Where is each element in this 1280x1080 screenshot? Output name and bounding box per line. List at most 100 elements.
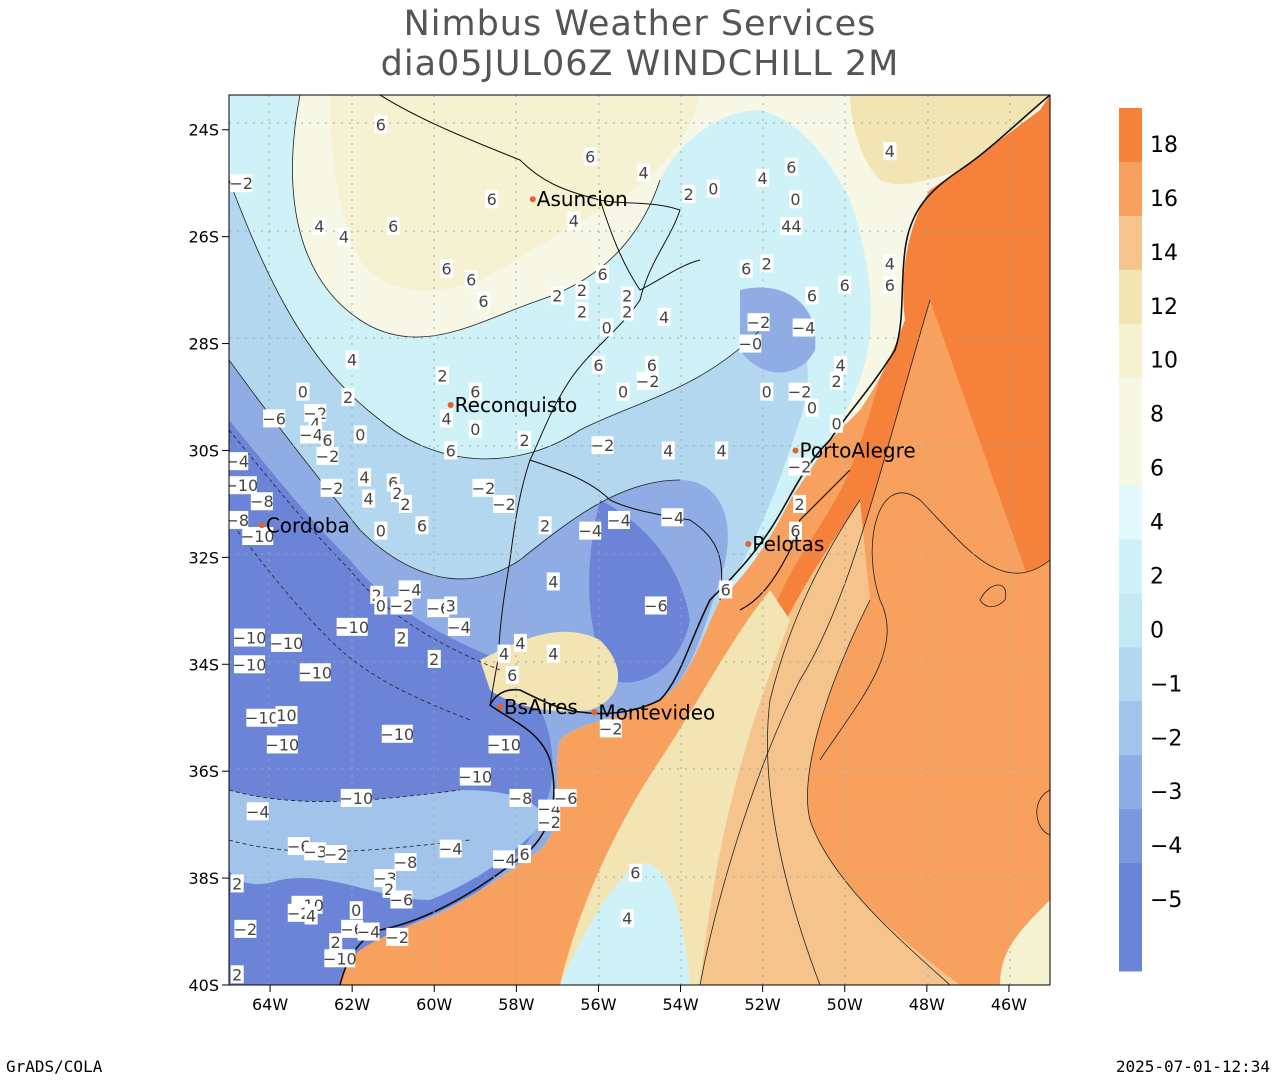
lon-label: 54W xyxy=(662,995,698,1014)
contour-label: −10 xyxy=(270,634,304,653)
contour-label: −2 xyxy=(234,920,258,939)
contour-label: 2 xyxy=(372,586,382,605)
contour-label-bg xyxy=(830,371,844,390)
latitude-axis: 24S 26S 28S 30S 32S 34S 36S 38S 40S xyxy=(188,121,229,995)
contour-label-bg xyxy=(304,906,318,925)
contour-label: 0 xyxy=(708,180,718,199)
lat-label: 32S xyxy=(188,548,219,567)
contour-label: −6 xyxy=(390,890,414,909)
contour-label: 6 xyxy=(807,286,817,305)
city-label: Pelotas xyxy=(752,532,824,556)
chaco-warm-patch xyxy=(330,95,700,291)
contour-label-bg xyxy=(518,430,532,449)
lat-label: 30S xyxy=(188,441,219,460)
contour-label-bg xyxy=(645,355,659,374)
contour-label: 2 xyxy=(577,281,587,300)
lat-label: 38S xyxy=(188,869,219,888)
city-marker xyxy=(529,196,536,203)
contour-label: 6 xyxy=(885,276,895,295)
contour-label-bg xyxy=(620,286,634,305)
contour-label: 0 xyxy=(602,319,612,338)
contour-label: −2 xyxy=(230,174,254,193)
contour-label-bg xyxy=(435,366,449,385)
contour-label-bg xyxy=(493,850,516,869)
city-label: Cordoba xyxy=(266,513,350,537)
contour-label-bg xyxy=(883,142,897,161)
colorbar-label: 16 xyxy=(1150,187,1178,212)
contour-label-bg xyxy=(472,478,495,497)
map-subtitle: dia05JUL06Z WINDCHILL 2M xyxy=(380,44,900,84)
colorbar-swatch xyxy=(1119,863,1142,918)
colorbar-swatch xyxy=(1119,323,1142,379)
contour-label-bg xyxy=(793,494,807,513)
contour-label-bg xyxy=(374,521,388,540)
contour-label: −4 xyxy=(439,840,463,859)
contour-label-bg xyxy=(838,275,852,294)
colorbar-swatch xyxy=(1119,215,1142,271)
contour-label-bg xyxy=(316,446,339,465)
contour-label: 4 xyxy=(885,142,895,161)
contour-label: 2 xyxy=(795,495,805,514)
contour-label-bg xyxy=(246,708,278,727)
contour-label-bg xyxy=(546,572,560,591)
contour-label-bg xyxy=(287,903,310,922)
contour-label: 4 xyxy=(363,490,373,509)
contour-label-bg xyxy=(599,719,622,738)
contour-label-bg xyxy=(353,425,367,444)
lon-label: 52W xyxy=(745,995,781,1014)
contour-label: −4 xyxy=(447,618,471,637)
contour-label: 0 xyxy=(618,383,628,402)
contour-label-bg xyxy=(834,355,848,374)
contour-label: −6 xyxy=(554,789,578,808)
contour-label-bg xyxy=(234,919,257,938)
contour-label: −10 xyxy=(233,629,267,648)
contour-label: 2 xyxy=(400,495,410,514)
cold-band-south xyxy=(229,790,545,900)
colorbar-label: −3 xyxy=(1150,780,1182,805)
contour-label: 2 xyxy=(392,484,402,503)
contour-label: 2 xyxy=(831,372,841,391)
contour-label: 6 xyxy=(741,260,751,279)
lat-label: 26S xyxy=(188,228,219,247)
colorbar-label: 2 xyxy=(1150,564,1164,589)
contour-label-bg xyxy=(600,318,614,337)
contour-label: −2 xyxy=(472,479,496,498)
contour-label-bg xyxy=(386,927,409,946)
contour-label: −2 xyxy=(316,447,340,466)
contour-label: −10 xyxy=(323,949,357,968)
contour-label: 4 xyxy=(515,634,525,653)
city-marker xyxy=(496,704,503,711)
contour-label-bg xyxy=(362,489,376,508)
contour-label: −2 xyxy=(386,928,410,947)
contour-label-bg xyxy=(374,115,388,134)
contour-label-bg xyxy=(805,286,819,305)
contour-label: −2 xyxy=(636,372,660,391)
contour-label-bg xyxy=(336,617,368,636)
contour-label: −4 xyxy=(792,319,816,338)
contour-label-bg xyxy=(518,845,532,864)
contour-label-bg xyxy=(784,158,798,177)
contour-label-bg xyxy=(661,441,675,460)
contour-label-bg xyxy=(324,845,347,864)
contour-label: 6 xyxy=(593,356,603,375)
contour-label-bg xyxy=(300,425,323,444)
contour-label-bg xyxy=(719,580,733,599)
contour-label-bg xyxy=(596,265,610,284)
contour-label: 6 xyxy=(466,270,476,289)
contour-label: −10 xyxy=(339,789,373,808)
contour-label-bg xyxy=(538,516,552,535)
contour-label-bg xyxy=(415,516,429,535)
city-label: PortoAlegre xyxy=(799,438,915,462)
graticule xyxy=(229,95,1050,985)
contour-label: 2 xyxy=(540,516,550,535)
contour-label: 2 xyxy=(552,286,562,305)
contour-label: 4 xyxy=(639,164,649,183)
contour-label: −10 xyxy=(241,527,275,546)
uruguay-cold-patch xyxy=(589,500,690,683)
contour-label-bg xyxy=(399,494,413,513)
map-title: Nimbus Weather Services xyxy=(403,4,877,44)
city-label: Reconquisto xyxy=(455,393,578,417)
contour-label-bg xyxy=(788,457,811,476)
contour-label-bg xyxy=(444,596,458,615)
contour-label: 4 xyxy=(314,217,324,236)
